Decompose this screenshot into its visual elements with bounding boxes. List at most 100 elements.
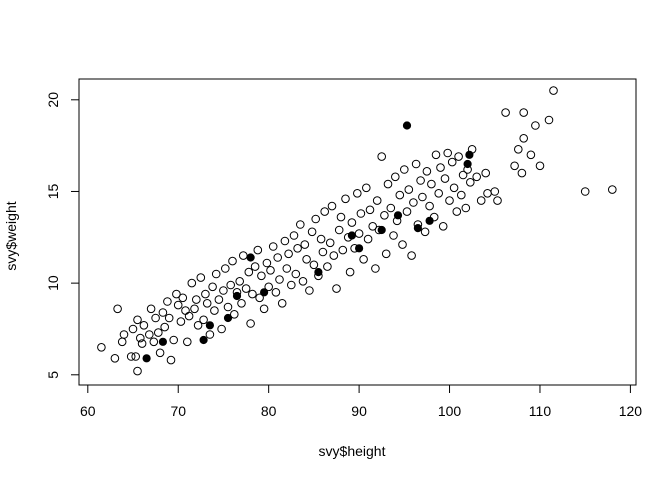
data-point [472,172,482,182]
data-point [332,284,341,293]
data-point [377,152,387,161]
data-point [438,222,448,231]
x-axis-label: svy$height [319,443,386,459]
data-point [97,343,106,352]
y-tick-label: 10 [45,275,61,291]
y-tick-label: 20 [45,92,61,108]
data-point [320,207,330,216]
data-point [422,167,432,176]
data-point [131,352,140,361]
data-point [133,315,142,325]
data-point [404,185,414,194]
data-point [154,328,163,337]
data-point [490,187,500,196]
filled-data-point [347,231,356,240]
data-point [510,161,519,171]
data-point [293,244,302,253]
filled-data-point [205,321,214,330]
data-point [266,266,275,275]
data-point [296,220,305,229]
data-point [235,277,244,286]
filled-data-point [402,121,412,130]
data-point [493,196,502,205]
data-point [248,289,257,299]
data-point [246,319,255,328]
filled-data-point [413,224,422,233]
data-point [110,354,120,363]
data-point [381,249,391,259]
data-point [241,284,251,293]
data-point [250,262,260,271]
filled-data-point [393,211,403,220]
data-point [237,299,246,308]
data-point [580,187,590,196]
data-point [519,108,529,117]
data-point [151,313,160,323]
data-point [440,174,450,183]
y-axis-label: svy$weight [3,201,19,270]
x-tick-label: 90 [351,403,367,419]
data-point [302,254,311,264]
data-point [365,205,375,215]
filled-data-point [377,225,386,235]
data-point [329,251,339,260]
data-point [398,240,407,249]
filled-data-point [232,291,242,301]
data-point [519,134,529,143]
data-point [345,267,355,277]
data-point [190,304,199,314]
filled-data-point [425,216,434,225]
data-point [155,348,165,358]
data-point [169,335,178,345]
data-point [226,280,235,290]
data-point [368,222,378,231]
data-point [307,227,317,237]
data-point [210,306,219,315]
data-point [160,322,169,332]
data-point [176,317,186,326]
data-point [386,203,396,213]
data-point [284,249,293,259]
data-point [531,121,540,130]
data-point [363,234,373,244]
data-point [395,190,405,200]
data-point [362,183,371,193]
data-point [219,286,228,295]
filled-data-point [142,354,151,363]
data-point [447,157,457,167]
data-point [205,330,215,339]
data-point [608,185,617,194]
data-point [173,300,183,310]
data-point [407,251,416,260]
data-point [217,324,226,334]
data-point [119,330,129,339]
x-tick-label: 100 [438,403,462,419]
data-point [223,302,233,312]
data-point [277,299,287,308]
data-point [211,269,221,279]
x-tick-label: 120 [619,403,643,419]
filled-data-point [223,313,233,323]
data-point [163,297,172,306]
filled-data-point [246,253,255,262]
data-point [341,194,350,204]
data-point [323,262,332,271]
data-point [271,288,281,297]
data-point [199,315,208,325]
data-point [133,366,142,376]
data-point [273,253,283,262]
data-point [325,238,335,248]
data-point [166,355,176,365]
data-point [305,286,314,295]
filled-data-point [158,337,167,346]
data-point [136,333,145,343]
data-point [434,189,444,198]
data-point [184,311,194,321]
filled-data-point [260,288,269,297]
x-axis: 60 70 80 90 100 110 120 [80,384,643,419]
data-point [431,150,441,160]
data-point [208,282,217,292]
data-point [334,225,344,235]
